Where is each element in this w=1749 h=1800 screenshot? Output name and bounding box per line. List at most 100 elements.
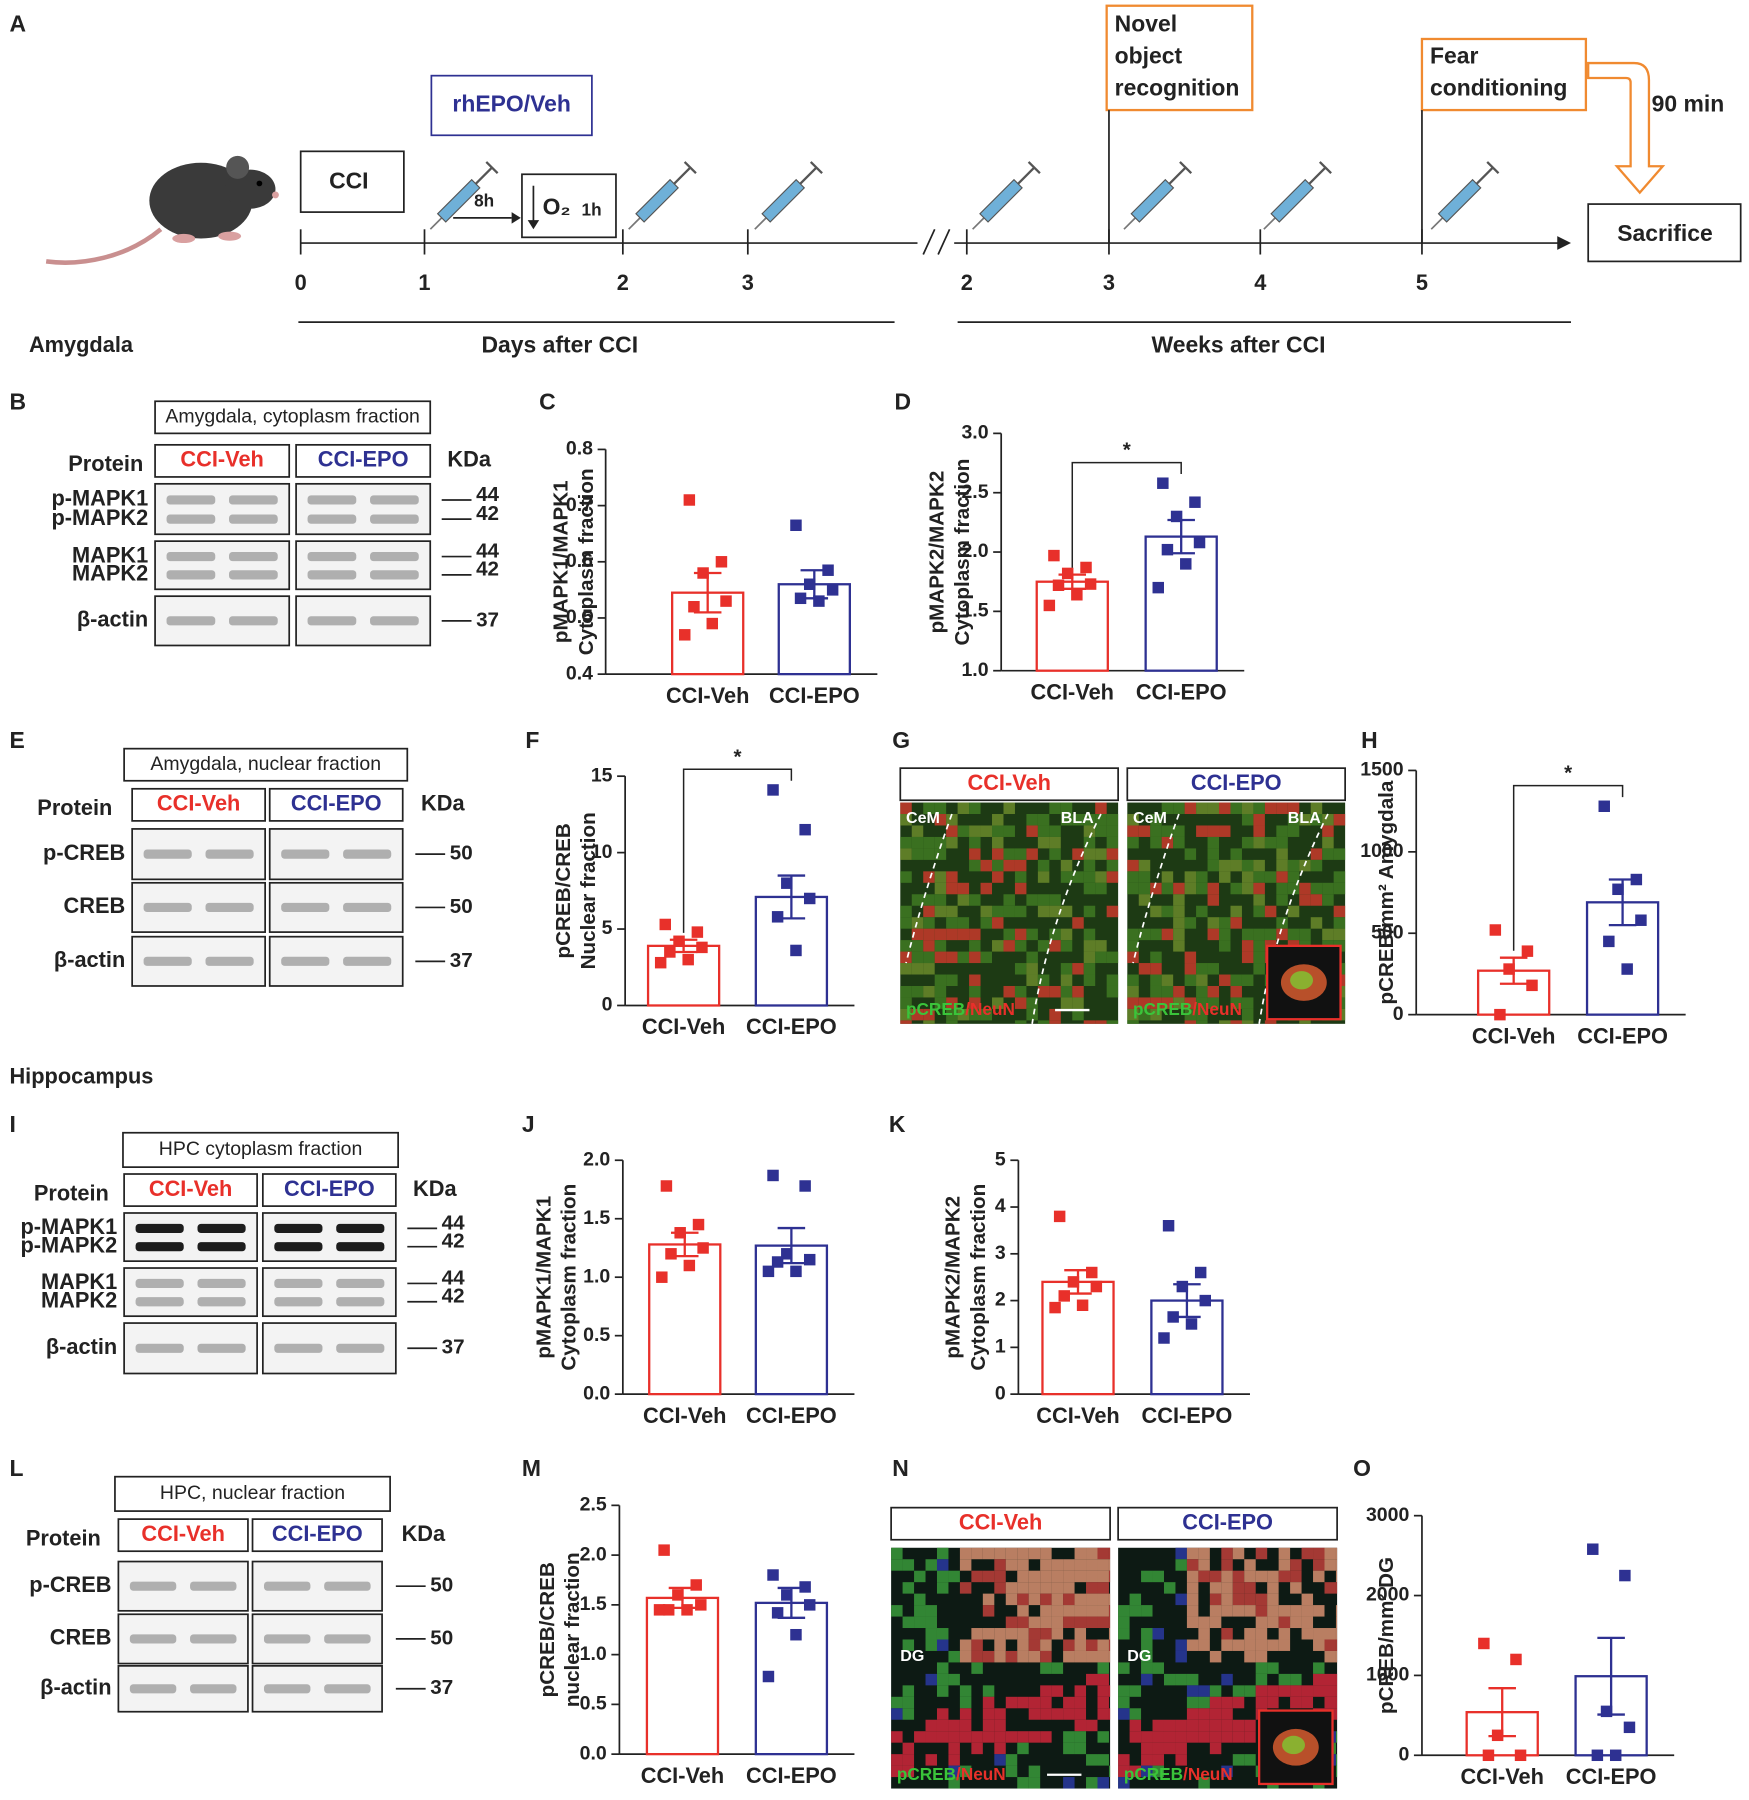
panel-letter: L — [9, 1455, 23, 1481]
micrograph-pixel — [1072, 963, 1084, 975]
micrograph-pixel — [891, 1765, 903, 1778]
micrograph-pixel — [1108, 1605, 1111, 1617]
micrograph-pixel — [1186, 1673, 1199, 1686]
micrograph-pixel — [1335, 1547, 1338, 1560]
data-point — [659, 918, 671, 931]
micrograph-pixel — [1138, 882, 1151, 895]
data-point — [690, 1579, 702, 1591]
data-point — [767, 1569, 779, 1581]
data-point — [720, 595, 732, 607]
data-point — [771, 1256, 784, 1268]
micrograph-pixel — [1005, 1696, 1018, 1709]
micrograph-pixel — [1049, 928, 1061, 941]
micrograph-pixel — [1005, 1650, 1018, 1663]
micrograph-pixel — [1209, 1696, 1222, 1709]
micrograph-pixel — [1186, 1708, 1199, 1720]
micrograph-pixel — [1072, 917, 1084, 929]
micrograph-pixel — [1209, 1605, 1222, 1617]
micrograph-pixel — [1186, 1593, 1199, 1606]
micrograph-pixel — [1221, 1593, 1233, 1606]
micrograph-pixel — [1106, 836, 1119, 849]
micrograph-pixel — [1017, 1696, 1029, 1709]
micrograph-pixel — [1221, 1719, 1233, 1732]
micrograph-pixel — [1244, 1650, 1256, 1663]
blot-title-box — [154, 400, 432, 435]
micrograph-pixel — [891, 1754, 903, 1766]
micrograph-pixel — [1083, 940, 1096, 952]
micrograph-pixel — [1241, 814, 1254, 826]
blot-band — [143, 902, 192, 913]
mouse-nose — [272, 191, 279, 199]
micrograph-pixel — [1063, 1777, 1075, 1789]
micrograph-pixel — [1241, 997, 1254, 1009]
micrograph-pixel — [1060, 963, 1073, 975]
micrograph-pixel — [1196, 871, 1208, 883]
micrograph-pixel — [946, 905, 958, 918]
micrograph-pixel — [1129, 1708, 1142, 1720]
micrograph-pixel — [1175, 1650, 1187, 1663]
micrograph-pixel — [1335, 1616, 1338, 1629]
micrograph-pixel — [925, 1605, 937, 1617]
kda-label: 37 — [430, 1676, 453, 1699]
micrograph-pixel — [1267, 1605, 1279, 1617]
micrograph-pixel — [1290, 1685, 1302, 1697]
y-axis-label: Nuclear fraction — [577, 812, 600, 969]
group-label: CCI-Veh — [157, 791, 240, 816]
micrograph-pixel — [1161, 974, 1174, 986]
micrograph-pixel — [1209, 1570, 1222, 1583]
micrograph-pixel — [994, 1719, 1006, 1732]
kda-header: KDa — [447, 447, 491, 472]
micrograph-pixel — [957, 894, 970, 906]
micrograph-pixel — [900, 1020, 912, 1024]
micrograph-pixel — [1106, 848, 1119, 860]
micrograph-pixel — [1040, 1639, 1052, 1651]
blot-band — [143, 849, 192, 859]
micrograph-pixel — [1207, 985, 1220, 998]
bar — [645, 1596, 720, 1756]
micrograph-pixel — [911, 951, 924, 964]
protein-label: Protein — [37, 795, 112, 820]
micrograph-pixel — [934, 951, 947, 964]
micrograph-pixel — [1219, 859, 1231, 872]
micrograph-pixel — [1232, 1731, 1245, 1743]
micrograph-pixel — [1086, 1616, 1098, 1629]
data-point — [781, 877, 793, 889]
micrograph-pixel — [1244, 1731, 1256, 1743]
micrograph-pixel — [1152, 1662, 1164, 1674]
data-point — [1176, 1280, 1189, 1293]
micrograph-pixel — [1129, 1605, 1142, 1617]
micrograph-pixel — [1333, 917, 1346, 929]
region-boundary — [1132, 813, 1180, 964]
syringe-grip — [1486, 161, 1500, 175]
y-tick-label: 1.0 — [961, 659, 988, 681]
timeline-tick-label: 3 — [1103, 270, 1115, 295]
x-tick-label: CCI-EPO — [746, 1403, 837, 1428]
x-tick-label: CCI-EPO — [1577, 1023, 1668, 1048]
micrograph-pixel — [1175, 1559, 1187, 1571]
data-point — [803, 578, 816, 590]
micrograph-pixel — [1264, 836, 1277, 849]
micrograph-pixel — [1310, 894, 1323, 906]
micrograph-pixel — [994, 1582, 1006, 1594]
micrograph-pixel — [1026, 814, 1038, 826]
micrograph-pixel — [994, 1639, 1006, 1651]
micrograph-pixel — [1219, 974, 1231, 986]
micrograph-pixel — [994, 1547, 1006, 1560]
micrograph-pixel — [1060, 974, 1073, 986]
blot-band — [190, 1581, 237, 1591]
micrograph-pixel — [1040, 1582, 1052, 1594]
data-point — [697, 567, 709, 579]
micrograph-pixel — [969, 802, 981, 815]
micrograph-pixel — [1313, 1662, 1325, 1674]
micrograph-pixel — [982, 1593, 995, 1606]
micrograph-pixel — [992, 997, 1004, 1009]
micrograph-pixel — [1051, 1605, 1064, 1617]
blot-band — [263, 1581, 311, 1591]
micrograph-pixel — [1017, 1742, 1029, 1755]
micrograph-pixel — [1040, 1662, 1052, 1674]
micrograph-pixel — [1141, 1765, 1153, 1778]
blot-band — [197, 1242, 246, 1252]
micrograph-pixel — [957, 802, 970, 815]
micrograph-pixel — [1063, 1639, 1075, 1651]
